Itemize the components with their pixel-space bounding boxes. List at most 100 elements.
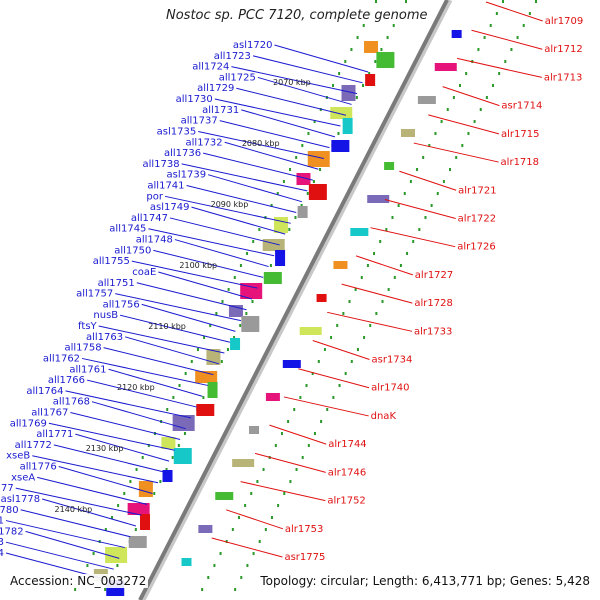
gene-block <box>181 558 192 566</box>
gene-label-left[interactable]: all1750 <box>114 245 151 256</box>
gene-block <box>273 217 288 233</box>
gene-label-right[interactable]: dnaK <box>371 411 397 422</box>
gene-label-left[interactable]: asl1749 <box>150 202 190 213</box>
gene-label-left[interactable]: all1783 <box>0 537 4 548</box>
gene-label-right[interactable]: alr1744 <box>328 439 366 450</box>
gene-label-right[interactable]: alr1718 <box>501 157 539 168</box>
gene-label-right[interactable]: alr1712 <box>544 44 582 55</box>
gene-label-left[interactable]: all1776 <box>20 462 57 473</box>
gene-label-right[interactable]: alr1726 <box>457 242 495 253</box>
gene-label-left[interactable]: all1763 <box>86 332 123 343</box>
gene-label-left[interactable]: coaE <box>132 267 156 278</box>
gene-label-left[interactable]: ftsY <box>78 321 97 332</box>
gene-label-left[interactable]: all1751 <box>98 278 135 289</box>
gene-label-left[interactable]: all1769 <box>10 418 47 429</box>
gene-label-right[interactable]: alr1753 <box>285 524 323 535</box>
gene-label-left[interactable]: all1723 <box>214 51 251 62</box>
gene-label-right[interactable]: alr1713 <box>544 72 582 83</box>
gene-block <box>265 393 280 401</box>
gene-block <box>308 184 327 200</box>
gene-label-right[interactable]: asr1775 <box>284 552 325 563</box>
kbp-markers: 2070 kbp 2080 kbp 2090 kbp 2100 kbp 2110 kbp… <box>55 78 311 514</box>
kbp-marker-label: 2130 kbp <box>86 444 124 453</box>
gene-label-right[interactable]: alr1740 <box>371 383 409 394</box>
gene-label-left[interactable]: all1725 <box>219 72 256 83</box>
gene-label-left[interactable]: all1731 <box>202 105 239 116</box>
gene-block <box>367 195 390 203</box>
gene-label-left[interactable]: all1766 <box>48 375 85 386</box>
gene-label-left[interactable]: asl1777 <box>0 483 14 494</box>
gene-label-left[interactable]: all1772 <box>15 440 52 451</box>
gene-label-left[interactable]: all1730 <box>176 94 213 105</box>
topology-info: Topology: circular; Length: 6,413,771 bp… <box>258 574 592 588</box>
kbp-marker-label: 2140 kbp <box>55 505 93 514</box>
gene-label-right[interactable]: asr1714 <box>501 101 542 112</box>
gene-label-left[interactable]: all1767 <box>31 407 68 418</box>
gene-block <box>241 316 260 332</box>
gene-label-left[interactable]: all1780 <box>0 505 19 516</box>
gene-label-left[interactable]: all1771 <box>36 429 73 440</box>
gene-label-left[interactable]: asl1735 <box>157 126 197 137</box>
gene-label-left[interactable]: all1732 <box>186 137 223 148</box>
gene-label-left[interactable]: all1758 <box>64 343 101 354</box>
gene-block <box>105 547 128 563</box>
gene-block <box>400 129 415 137</box>
gene-block <box>138 481 153 497</box>
gene-label-left[interactable]: all1782 <box>0 526 24 537</box>
gene-labels: asl1720all1723all1724all1725all1729all17… <box>0 16 583 563</box>
gene-label-left[interactable]: xseA <box>11 472 35 483</box>
map-title: Nostoc sp. PCC 7120, complete genome <box>164 8 430 23</box>
gene-label-left[interactable]: all1784 <box>0 548 4 559</box>
gene-block <box>207 382 218 398</box>
gene-block <box>350 228 369 236</box>
gene-block <box>249 426 260 434</box>
gene-label-left[interactable]: all1755 <box>93 256 130 267</box>
gene-label-left[interactable]: asl1720 <box>233 40 273 51</box>
gene-label-right[interactable]: alr1733 <box>414 326 452 337</box>
gene-block <box>364 41 379 53</box>
gene-label-left[interactable]: all1764 <box>26 386 63 397</box>
gene-block <box>140 514 151 530</box>
kbp-marker-label: 2120 kbp <box>117 383 155 392</box>
gene-label-left[interactable]: all1729 <box>197 83 234 94</box>
gene-label-right[interactable]: alr1715 <box>501 129 539 140</box>
gene-label-left[interactable]: all1757 <box>76 289 113 300</box>
gene-block <box>330 107 353 119</box>
gene-label-right[interactable]: alr1721 <box>458 185 496 196</box>
gene-label-left[interactable]: all1748 <box>136 235 173 246</box>
gene-block <box>365 74 376 86</box>
gene-label-left[interactable]: por <box>146 191 163 202</box>
gene-block <box>240 283 263 299</box>
gene-block <box>333 261 348 269</box>
gene-label-right[interactable]: alr1709 <box>545 16 583 27</box>
gene-label-left[interactable]: all1737 <box>181 116 218 127</box>
gene-label-left[interactable]: asl1739 <box>166 170 206 181</box>
gene-label-left[interactable]: all1761 <box>69 364 106 375</box>
gene-label-right[interactable]: alr1752 <box>327 496 365 507</box>
gene-label-left[interactable]: xseB <box>6 451 30 462</box>
gene-label-right[interactable]: alr1722 <box>458 213 496 224</box>
gene-label-left[interactable]: asl1778 <box>1 494 41 505</box>
gene-block <box>307 151 330 167</box>
gene-label-right[interactable]: asr1734 <box>372 355 413 366</box>
gene-label-left[interactable]: all1724 <box>192 62 229 73</box>
gene-label-left[interactable]: all1762 <box>43 353 80 364</box>
gene-label-left[interactable]: all1738 <box>142 159 179 170</box>
gene-label-left[interactable]: nusB <box>93 310 118 321</box>
kbp-marker-label: 2080 kbp <box>242 139 280 148</box>
gene-label-left[interactable]: all1756 <box>103 299 140 310</box>
gene-block <box>316 294 327 302</box>
gene-label-left[interactable]: all1781 <box>0 516 4 527</box>
gene-label-left[interactable]: all1736 <box>164 148 201 159</box>
gene-label-right[interactable]: alr1746 <box>328 467 366 478</box>
gene-block <box>230 338 241 350</box>
gene-block <box>297 206 308 218</box>
gene-label-left[interactable]: all1768 <box>53 397 90 408</box>
gene-label-right[interactable]: alr1727 <box>415 270 453 281</box>
gene-block <box>299 327 322 335</box>
gene-label-right[interactable]: alr1728 <box>414 298 452 309</box>
gene-label-left[interactable]: all1741 <box>147 181 184 192</box>
gene-label-left[interactable]: all1745 <box>109 224 146 235</box>
gene-label-left[interactable]: all1747 <box>131 213 168 224</box>
